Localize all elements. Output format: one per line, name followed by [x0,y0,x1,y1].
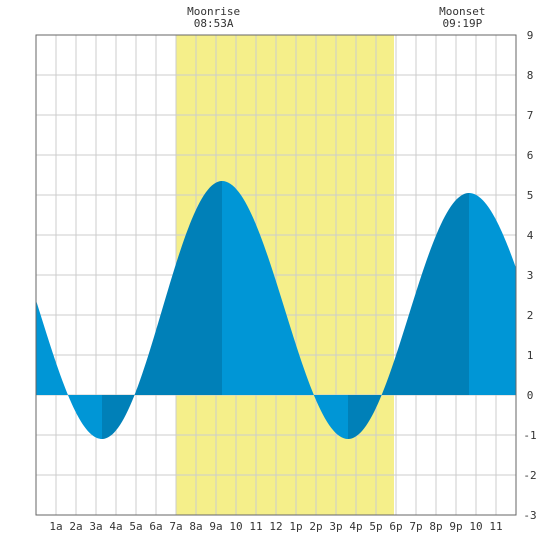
tide-area-segment [348,193,469,439]
y-tick-label: 4 [527,229,534,242]
x-tick-label: 1a [49,520,62,533]
x-tick-label: 3p [329,520,342,533]
x-tick-label: 1p [289,520,302,533]
plot-frame [35,34,517,516]
y-tick-label: 7 [527,109,534,122]
moonrise-label: Moonrise [187,5,241,18]
y-tick-label: 0 [527,389,534,402]
x-tick-label: 2p [309,520,322,533]
y-tick-label: 6 [527,149,534,162]
x-tick-label: 6a [149,520,162,533]
x-tick-label: 4p [349,520,362,533]
y-tick-label: 9 [527,29,534,42]
moonset-annotation: Moonset 09:19P [417,6,507,30]
tide-area-segment [102,181,222,439]
x-tick-label: 4a [109,520,122,533]
x-tick-label: 9p [449,520,462,533]
moonset-time: 09:19P [442,17,483,30]
y-tick-label: 3 [527,269,534,282]
moonrise-annotation: Moonrise 08:53A [169,6,259,30]
x-tick-label: 11 [489,520,502,533]
x-tick-label: 2a [69,520,82,533]
x-tick-label: 5a [129,520,142,533]
y-tick-label: -1 [523,429,536,442]
x-tick-label: 7p [409,520,422,533]
x-tick-label: 6p [389,520,402,533]
y-tick-label: 1 [527,349,534,362]
tide-area-segment [36,300,102,439]
moonrise-time: 08:53A [193,17,234,30]
tide-area-segment [469,193,516,395]
x-tick-label: 12 [269,520,282,533]
x-tick-label: 11 [249,520,262,533]
x-tick-label: 5p [369,520,382,533]
y-tick-label: 8 [527,69,534,82]
x-tick-label: 8a [189,520,202,533]
y-tick-label: -2 [523,469,536,482]
x-tick-label: 3a [89,520,102,533]
x-tick-label: 7a [169,520,182,533]
x-tick-label: 8p [429,520,442,533]
x-tick-label: 9a [209,520,222,533]
tide-area-segment [222,181,348,439]
moonset-label: Moonset [439,5,486,18]
y-tick-label: 5 [527,189,534,202]
y-tick-label: -3 [523,509,536,522]
x-tick-label: 10 [229,520,242,533]
y-tick-label: 2 [527,309,534,322]
x-tick-label: 10 [469,520,482,533]
